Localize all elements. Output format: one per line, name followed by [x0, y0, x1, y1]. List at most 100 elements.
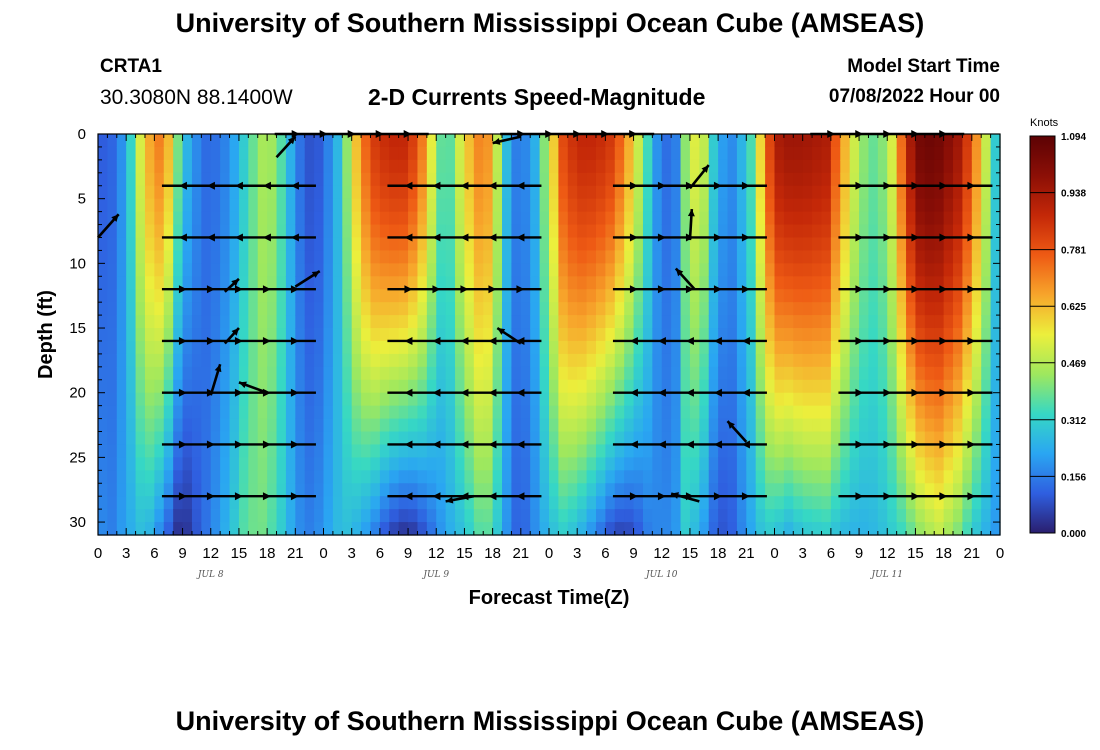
heatmap-cell	[229, 457, 240, 471]
heatmap-cell	[323, 237, 334, 252]
heatmap-cell	[605, 172, 616, 187]
heatmap-cell	[595, 185, 606, 200]
heatmap-cell	[699, 340, 710, 355]
heatmap-cell	[173, 496, 184, 510]
heatmap-cell	[483, 392, 494, 407]
heatmap-cell	[953, 328, 964, 342]
heatmap-cell	[783, 146, 794, 161]
heatmap-cell	[492, 146, 503, 161]
heatmap-cell	[727, 289, 738, 303]
vector-head	[516, 440, 525, 449]
heatmap-cell	[351, 146, 362, 161]
heatmap-cell	[718, 418, 729, 433]
x-tick-label: 15	[682, 545, 699, 562]
heatmap-cell	[210, 134, 221, 148]
heatmap-cell	[642, 289, 653, 303]
heatmap-cell	[370, 211, 381, 226]
heatmap-cell	[389, 431, 400, 446]
vector-head	[911, 233, 920, 242]
heatmap-cell	[398, 470, 409, 484]
heatmap-cell	[389, 509, 400, 523]
heatmap-cell	[708, 509, 719, 523]
heatmap-cell	[924, 224, 935, 239]
heatmap-cell	[361, 276, 372, 290]
heatmap-cell	[642, 172, 653, 187]
heatmap-cell	[201, 379, 212, 394]
heatmap-cell	[671, 379, 682, 394]
heatmap-cell	[98, 405, 108, 420]
heatmap-cell	[699, 302, 710, 316]
heatmap-cell	[304, 250, 315, 264]
vector-head	[685, 285, 694, 294]
heatmap-cell	[755, 263, 766, 277]
heatmap-cell	[182, 496, 193, 510]
heatmap-cell	[135, 146, 146, 161]
heatmap-cell	[642, 366, 653, 381]
heatmap-cell	[812, 134, 823, 148]
heatmap-cell	[502, 185, 513, 200]
heatmap-cell	[718, 444, 729, 458]
heatmap-cell	[126, 146, 137, 161]
heatmap-cell	[314, 250, 325, 264]
heatmap-cell	[220, 431, 231, 446]
heatmap-cell	[267, 302, 278, 316]
heatmap-cell	[473, 159, 484, 174]
heatmap-cell	[755, 444, 766, 458]
heatmap-cell	[304, 470, 315, 484]
heatmap-cell	[718, 289, 729, 303]
heatmap-cell	[351, 444, 362, 458]
heatmap-cell	[182, 134, 193, 148]
heatmap-cell	[426, 522, 437, 536]
heatmap-cell	[370, 444, 381, 458]
x-tick-label: 12	[879, 545, 896, 562]
heatmap-cell	[351, 198, 362, 213]
heatmap-cell	[642, 444, 653, 458]
heatmap-cell	[586, 146, 597, 161]
heatmap-cell	[389, 198, 400, 213]
heatmap-cell	[671, 392, 682, 407]
heatmap-cell	[351, 276, 362, 290]
heatmap-cell	[370, 172, 381, 187]
heatmap-cell	[652, 315, 663, 329]
heatmap-cell	[595, 444, 606, 458]
heatmap-cell	[558, 159, 569, 174]
heatmap-cell	[567, 328, 578, 342]
heatmap-cell	[746, 457, 757, 471]
heatmap-cell	[793, 470, 804, 484]
heatmap-cell	[774, 211, 785, 226]
heatmap-cell	[323, 483, 334, 497]
heatmap-cell	[915, 444, 926, 458]
heatmap-cell	[379, 159, 390, 174]
heatmap-cell	[379, 444, 390, 458]
heatmap-cell	[342, 366, 353, 381]
heatmap-cell	[154, 276, 165, 290]
heatmap-cell	[455, 315, 466, 329]
heatmap-cell	[859, 522, 870, 536]
heatmap-cell	[934, 405, 945, 420]
heatmap-cell	[793, 431, 804, 446]
heatmap-cell	[520, 146, 531, 161]
heatmap-cell	[736, 353, 747, 368]
heatmap-cell	[530, 250, 541, 264]
heatmap-cell	[680, 159, 691, 174]
heatmap-cell	[304, 276, 315, 290]
heatmap-cell	[812, 496, 823, 510]
heatmap-cell	[708, 405, 719, 420]
heatmap-cell	[276, 457, 287, 471]
heatmap-cell	[361, 159, 372, 174]
heatmap-cell	[718, 146, 729, 161]
heatmap-cell	[389, 405, 400, 420]
heatmap-cell	[577, 263, 588, 277]
heatmap-cell	[812, 159, 823, 174]
heatmap-cell	[530, 211, 541, 226]
heatmap-cell	[680, 185, 691, 200]
heatmap-cell	[943, 444, 954, 458]
heatmap-cell	[191, 263, 202, 277]
heatmap-cell	[727, 276, 738, 290]
heatmap-cell	[755, 470, 766, 484]
heatmap-cell	[689, 237, 700, 252]
heatmap-cell	[896, 198, 907, 213]
heatmap-cell	[915, 522, 926, 536]
heatmap-cell	[126, 185, 137, 200]
heatmap-cell	[840, 444, 851, 458]
